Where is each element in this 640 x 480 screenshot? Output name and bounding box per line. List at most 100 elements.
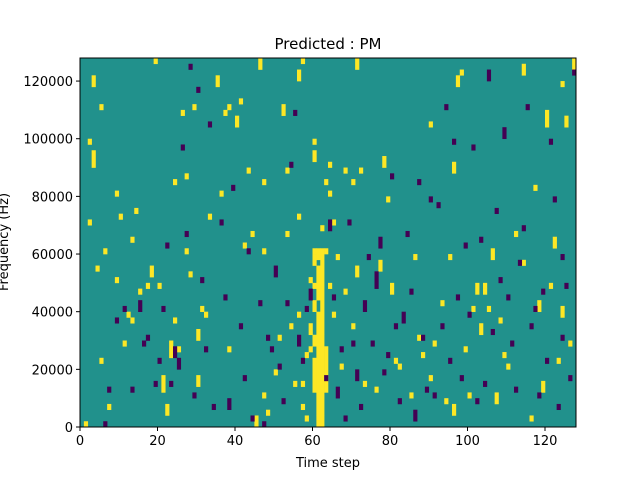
y-tick-label: 120000 xyxy=(23,75,73,90)
heatmap-cell xyxy=(300,357,306,364)
heatmap-cell xyxy=(328,161,333,168)
heatmap-cell xyxy=(331,311,337,318)
heatmap-cell xyxy=(521,259,526,266)
heatmap-cell xyxy=(320,392,325,416)
heatmap-cell xyxy=(424,386,430,393)
heatmap-cell xyxy=(99,104,104,111)
heatmap-cell xyxy=(250,415,255,422)
heatmap-cell xyxy=(246,167,251,174)
heatmap-cell xyxy=(285,230,290,238)
heatmap-cell xyxy=(285,167,290,174)
heatmap-cell xyxy=(308,288,313,301)
heatmap-cell xyxy=(316,265,321,301)
heatmap-cell xyxy=(188,63,193,70)
heatmap-cell xyxy=(219,219,224,226)
heatmap-cell xyxy=(273,265,278,278)
heatmap-cell xyxy=(126,311,131,318)
heatmap-cell xyxy=(145,334,151,341)
heatmap-cell xyxy=(560,81,565,88)
heatmap-cell xyxy=(219,190,224,197)
heatmap-cell xyxy=(169,340,174,359)
heatmap-cell xyxy=(235,115,240,128)
heatmap-cell xyxy=(498,317,503,324)
y-tick-label: 20000 xyxy=(32,363,73,378)
heatmap-cell xyxy=(238,98,244,105)
heatmap-cell xyxy=(382,156,387,168)
heatmap-cell xyxy=(316,392,321,416)
heatmap-cell xyxy=(312,357,317,393)
heatmap-cell xyxy=(289,161,294,168)
heatmap-cell xyxy=(560,334,565,341)
heatmap-cell xyxy=(324,375,329,382)
heatmap-cell xyxy=(556,403,561,411)
heatmap-cell xyxy=(514,386,519,393)
heatmap-cell xyxy=(494,207,499,214)
heatmap-cell xyxy=(176,357,182,370)
heatmap-cell xyxy=(196,86,201,93)
heatmap-cell xyxy=(289,323,294,330)
heatmap-cell xyxy=(227,398,232,410)
heatmap-cell xyxy=(277,334,282,341)
heatmap-cell xyxy=(130,317,135,324)
heatmap-cell xyxy=(490,328,495,336)
heatmap-cell xyxy=(386,352,391,359)
heatmap-cell xyxy=(328,219,333,232)
heatmap-cell xyxy=(479,323,484,336)
heatmap-cell xyxy=(483,380,488,387)
heatmap-cell xyxy=(273,369,278,376)
heatmap-cell xyxy=(83,421,89,427)
heatmap-cell xyxy=(262,179,267,186)
heatmap-cell xyxy=(103,421,108,427)
x-tick-label: 80 xyxy=(382,434,399,449)
x-tick-label: 40 xyxy=(227,434,244,449)
heatmap-cell xyxy=(192,104,197,111)
heatmap-cell xyxy=(347,219,352,226)
heatmap-cell xyxy=(114,190,120,197)
heatmap-cell xyxy=(548,282,554,289)
x-tick-label: 20 xyxy=(149,434,166,449)
heatmap-cell xyxy=(533,305,538,312)
heatmap-cells xyxy=(83,58,576,427)
heatmap-cell xyxy=(169,380,174,387)
heatmap-cell xyxy=(378,259,383,272)
heatmap-cell xyxy=(463,242,468,249)
heatmap-cell xyxy=(343,288,348,295)
heatmap-cell xyxy=(320,415,325,427)
y-axis: 0 20000 40000 60000 80000 100000 120000 xyxy=(23,75,80,436)
heatmap-cell xyxy=(266,334,271,341)
heatmap-cell xyxy=(374,271,379,289)
heatmap-cell xyxy=(440,300,445,307)
heatmap-cell xyxy=(351,323,356,330)
heatmap-cell xyxy=(444,398,449,405)
heatmap-cell xyxy=(486,69,492,82)
heatmap-cell xyxy=(366,254,371,261)
heatmap-cell xyxy=(444,104,449,111)
heatmap-cell xyxy=(393,323,399,330)
heatmap-cell xyxy=(486,305,492,312)
heatmap-cell xyxy=(258,58,263,70)
heatmap-cell xyxy=(312,300,317,312)
heatmap-cell xyxy=(483,288,488,295)
heatmap-cell xyxy=(537,392,542,399)
heatmap-cell xyxy=(130,386,135,393)
heatmap-cell xyxy=(107,386,112,393)
y-axis-label: Frequency (Hz) xyxy=(0,193,12,291)
heatmap-cell xyxy=(560,254,565,261)
x-tick-label: 120 xyxy=(533,434,558,449)
heatmap-cell xyxy=(138,300,143,312)
heatmap-cell xyxy=(312,282,317,289)
heatmap-cell xyxy=(165,242,170,249)
heatmap-cell xyxy=(312,254,317,266)
heatmap-cell xyxy=(254,415,259,427)
heatmap-cell xyxy=(548,138,554,145)
heatmap-cell xyxy=(397,398,402,405)
heatmap-cell xyxy=(95,265,100,272)
heatmap-cell xyxy=(246,248,251,255)
heatmap-cell xyxy=(316,311,321,336)
heatmap-cell xyxy=(351,340,356,347)
heatmap-cell xyxy=(455,294,461,301)
heatmap-cell xyxy=(529,415,534,422)
heatmap-cell xyxy=(142,340,147,347)
heatmap-cell xyxy=(227,104,232,111)
